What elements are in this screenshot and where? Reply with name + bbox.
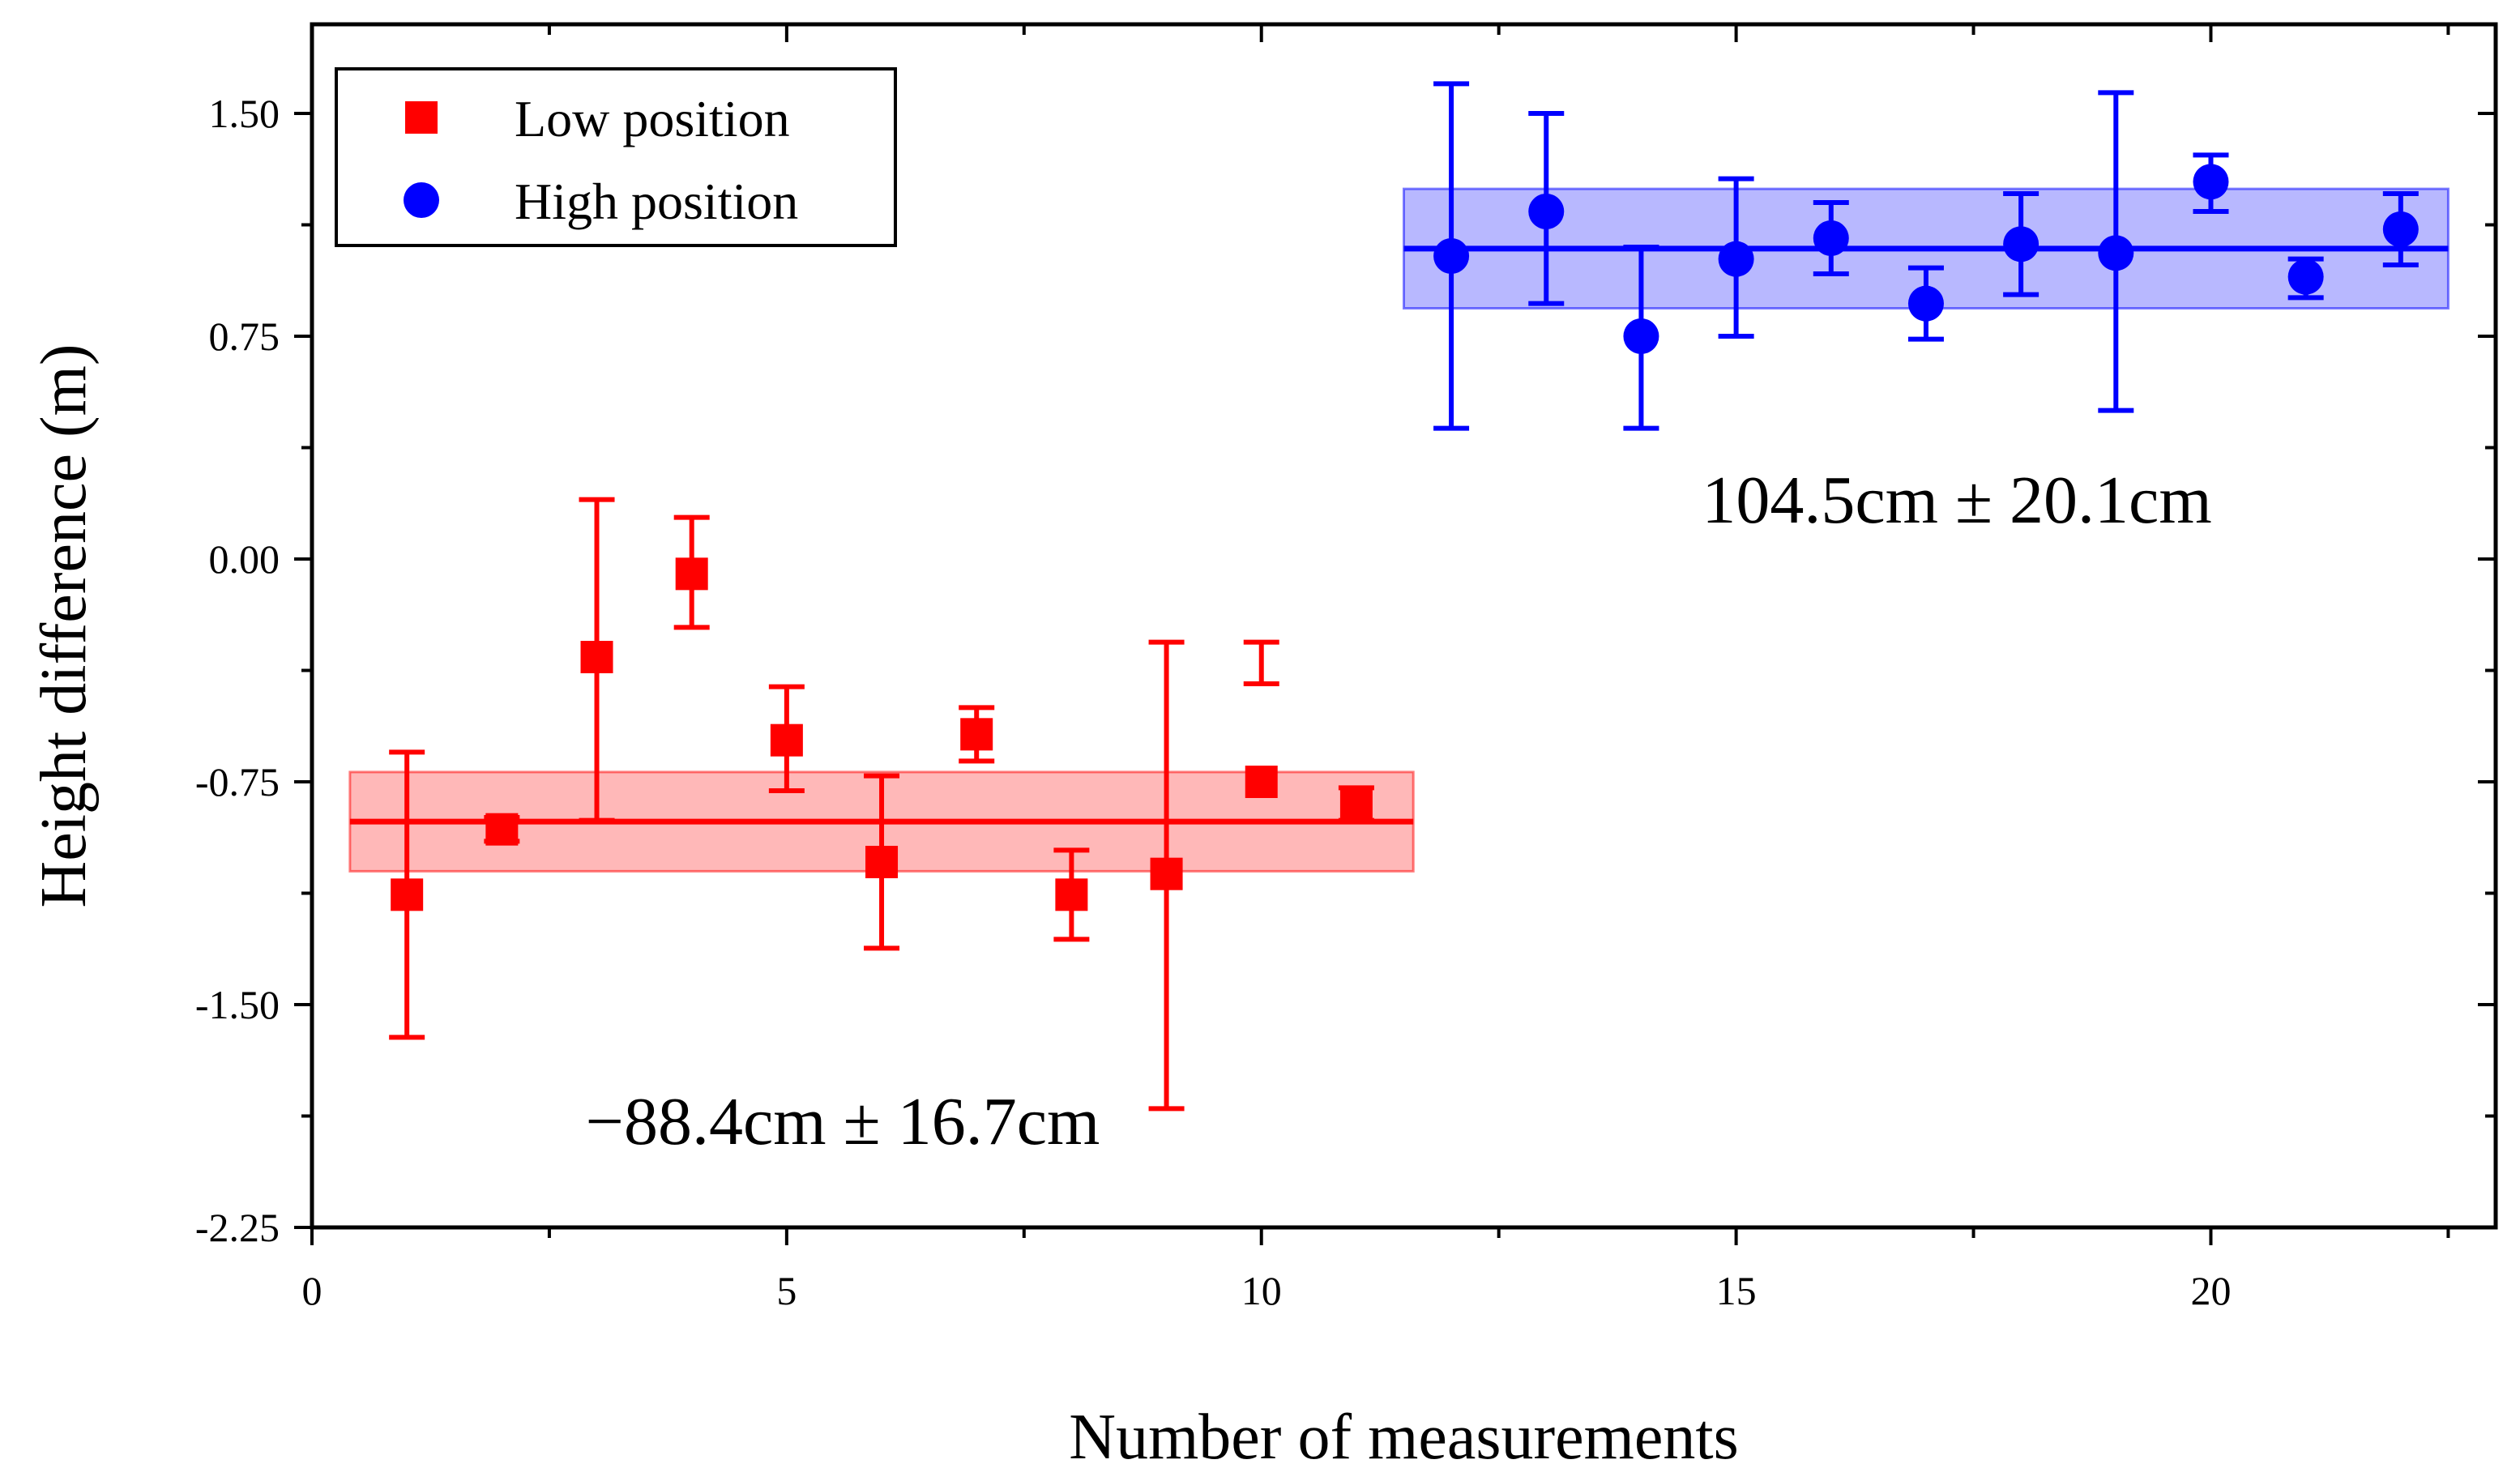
data-point-square [675, 557, 708, 591]
tick-labels: 0 5 10 15 20 -2.25 -1.50 -0.75 0.00 0.75 1.50 [195, 91, 2232, 1313]
low-position-annotation: −88.4cm ± 16.7cm [586, 1084, 1100, 1159]
legend-label-low: Low position [515, 90, 790, 147]
data-point-circle [2098, 235, 2134, 271]
high-position-annotation: 104.5cm ± 20.1cm [1702, 463, 2211, 538]
data-point-circle [2287, 258, 2324, 295]
x-tick-label: 10 [1241, 1268, 1282, 1313]
x-tick-label: 20 [2190, 1268, 2231, 1313]
x-tick-label: 0 [302, 1268, 322, 1313]
legend-marker-high [404, 182, 439, 218]
data-point-square [960, 718, 993, 751]
data-point-circle [2193, 164, 2229, 200]
y-tick-label: -1.50 [195, 982, 280, 1027]
data-point-square [1055, 878, 1088, 911]
data-point-circle [2382, 211, 2419, 247]
y-axis-title: Height difference (m) [28, 344, 100, 908]
data-point-square [1339, 789, 1373, 822]
data-point-square [580, 641, 613, 673]
data-point-circle [1528, 194, 1565, 229]
data-point-square [1150, 857, 1183, 890]
x-axis-title: Number of measurements [1069, 1402, 1738, 1473]
data-point-square [485, 813, 519, 846]
y-tick-label: -2.25 [195, 1205, 280, 1250]
y-tick-label: 1.50 [209, 91, 280, 136]
data-point-circle [1907, 285, 1944, 322]
x-tick-label: 5 [776, 1268, 797, 1313]
data-point-square [865, 846, 899, 878]
x-tick-label: 15 [1716, 1268, 1757, 1313]
data-point-circle [1623, 318, 1659, 354]
data-point-circle [1433, 238, 1470, 274]
y-tick-label: 0.00 [209, 536, 280, 582]
axis-ticks [294, 24, 2496, 1245]
y-tick-label: -0.75 [195, 759, 280, 805]
data-point-square [770, 723, 803, 757]
data-point-square [1245, 766, 1278, 798]
plot-frame [310, 22, 2498, 1230]
legend-box [335, 67, 897, 247]
legend-label-high: High position [515, 173, 798, 230]
data-points [391, 164, 2419, 911]
legend-marker-low [405, 101, 438, 134]
data-point-circle [2003, 226, 2039, 262]
data-point-square [391, 878, 424, 911]
y-tick-label: 0.75 [209, 314, 280, 359]
data-point-circle [1718, 241, 1754, 277]
data-point-circle [1813, 220, 1849, 256]
legend: Low position High position [335, 67, 897, 247]
